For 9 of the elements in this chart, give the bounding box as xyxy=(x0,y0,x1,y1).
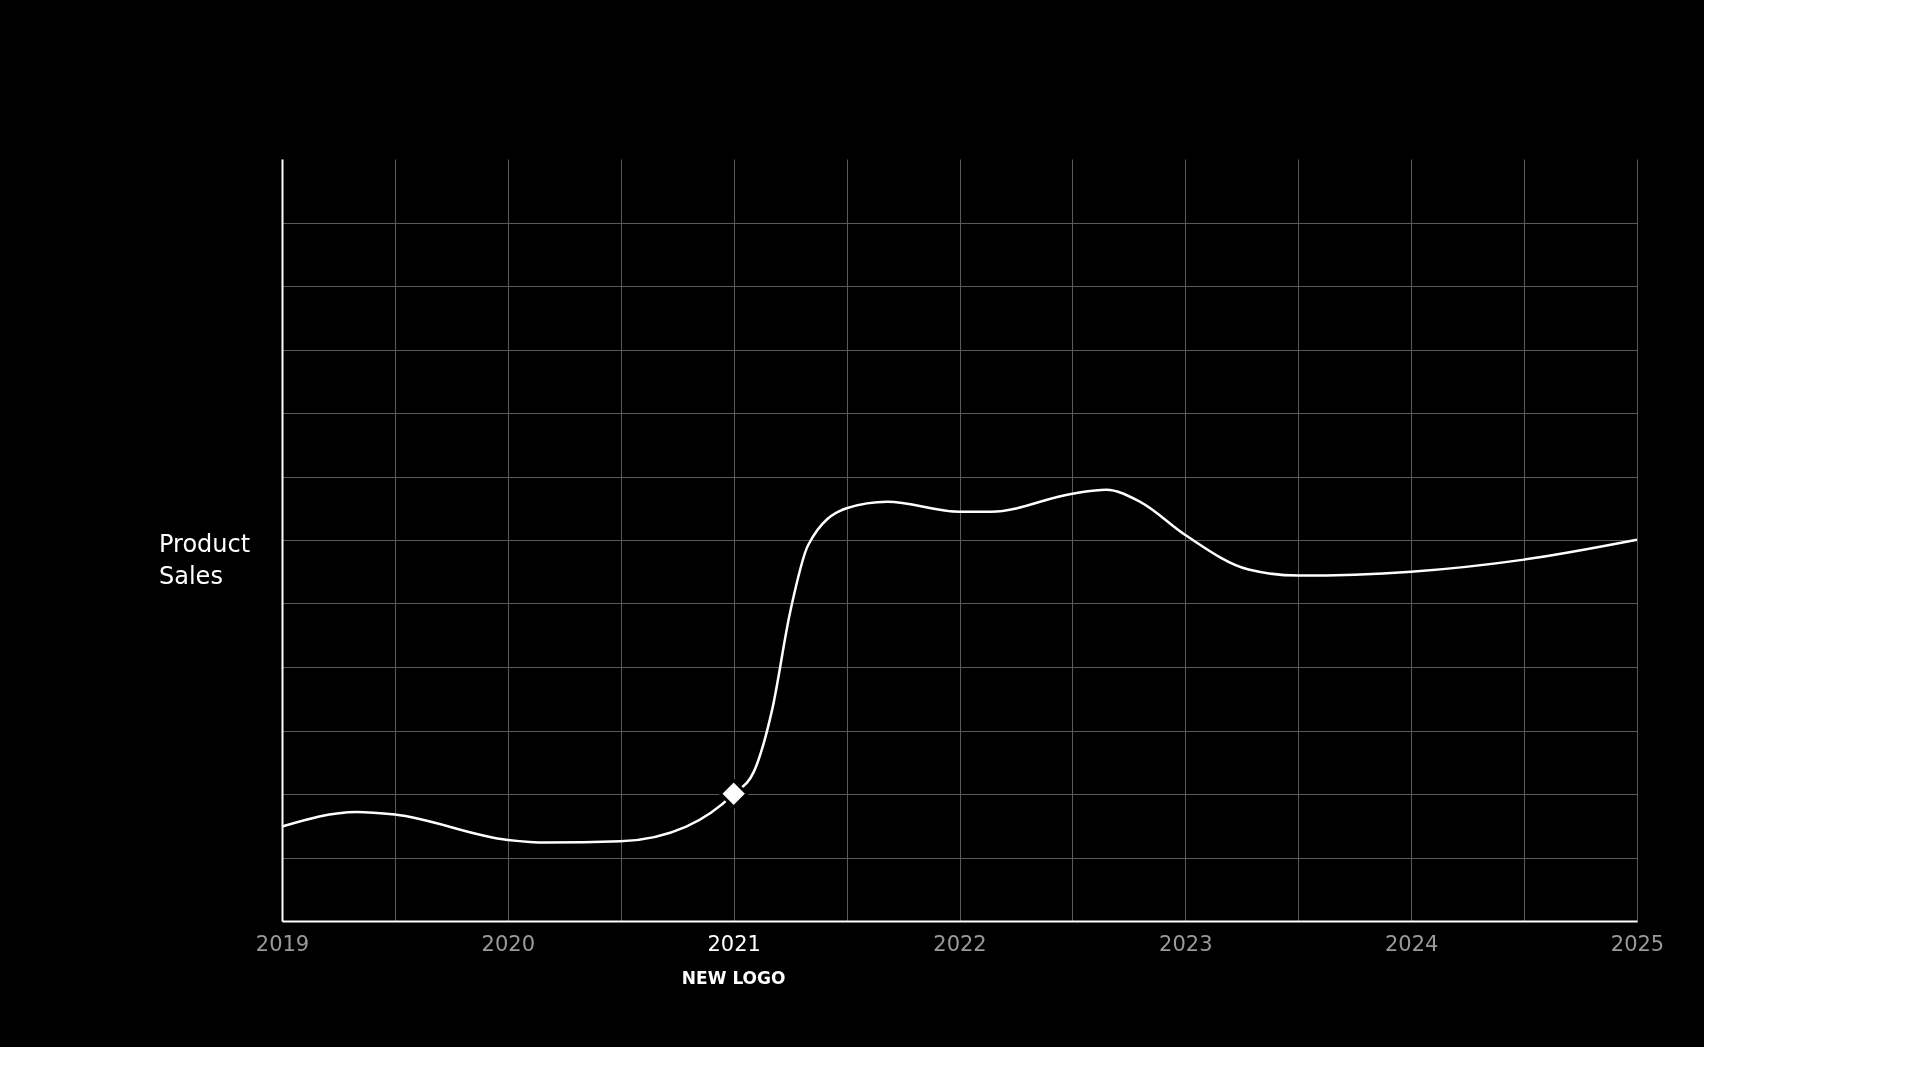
text: NEW LOGO xyxy=(681,968,786,988)
x-tick-label: 2021 xyxy=(707,931,761,956)
x-tick-label: 2022 xyxy=(933,931,987,956)
x-tick-label: 2025 xyxy=(1610,931,1665,956)
x-tick-label: 2023 xyxy=(1159,931,1213,956)
x-tick-label: 2019 xyxy=(255,931,310,956)
x-tick-label: 2024 xyxy=(1384,931,1439,956)
y-axis-title: Product Sales xyxy=(159,530,251,590)
x-tick-label: 2020 xyxy=(481,931,536,956)
